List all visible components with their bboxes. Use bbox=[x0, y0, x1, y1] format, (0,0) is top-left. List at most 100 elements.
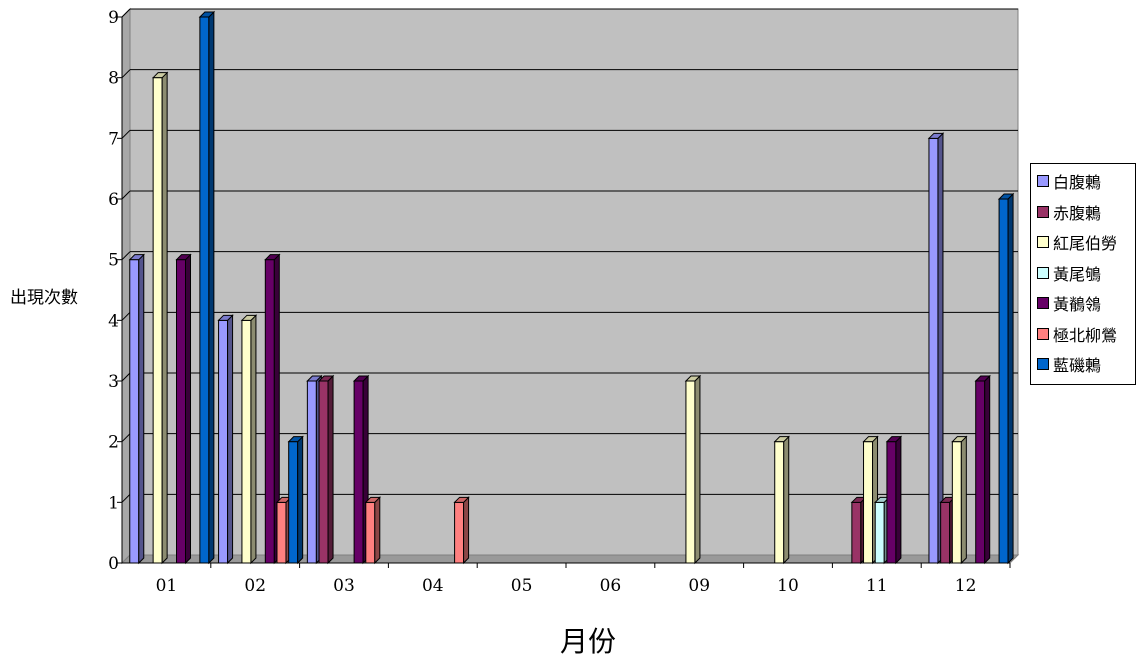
bar-front bbox=[998, 198, 1009, 564]
y-axis-label: 出現次數 bbox=[10, 288, 78, 308]
x-tick-label: 03 bbox=[333, 576, 355, 596]
gridline-side bbox=[121, 311, 131, 321]
y-tick-label: 5 bbox=[108, 251, 119, 271]
y-tick-label: 8 bbox=[108, 69, 119, 89]
legend-entry: 赤腹鶇 bbox=[1037, 197, 1131, 228]
bar bbox=[927, 132, 945, 565]
bar-front bbox=[199, 16, 210, 564]
bar-top bbox=[974, 375, 991, 382]
bar bbox=[128, 253, 145, 565]
bar-side bbox=[250, 314, 257, 565]
bar-front bbox=[874, 501, 885, 564]
bar-top bbox=[352, 375, 370, 382]
x-tick-label: 09 bbox=[688, 576, 710, 596]
legend-label: 極北柳鶯 bbox=[1053, 325, 1118, 345]
bar-front bbox=[152, 77, 163, 564]
legend-entry: 白腹鶇 bbox=[1037, 166, 1131, 197]
bar-front bbox=[863, 441, 874, 564]
y-tick-labels: 0 1 2 3 4 5 6 7 8 9 bbox=[108, 8, 119, 574]
bar-top bbox=[217, 314, 234, 321]
bar-top bbox=[287, 436, 304, 443]
bar-side bbox=[984, 374, 991, 565]
legend-swatch bbox=[1037, 297, 1049, 310]
bar-front bbox=[685, 380, 696, 564]
bar bbox=[453, 496, 470, 565]
x-tick-label: 10 bbox=[777, 576, 799, 596]
gridline-side bbox=[121, 69, 131, 79]
bar-front bbox=[365, 501, 376, 564]
x-axis-label: 月份 bbox=[559, 625, 616, 658]
bar-front bbox=[241, 319, 252, 564]
bar-side bbox=[161, 71, 168, 565]
bar bbox=[240, 314, 258, 565]
bar bbox=[317, 374, 335, 565]
bar-front bbox=[454, 501, 465, 564]
legend-swatch bbox=[1037, 266, 1049, 279]
bar-front bbox=[264, 259, 275, 564]
bar bbox=[217, 314, 234, 565]
bar-side bbox=[937, 132, 944, 565]
bar-top bbox=[240, 314, 258, 321]
legend-swatch bbox=[1037, 358, 1049, 371]
gridline-side bbox=[121, 8, 131, 18]
bar bbox=[352, 374, 370, 565]
bar-side bbox=[327, 374, 334, 565]
bar bbox=[175, 253, 192, 565]
bar-front bbox=[928, 137, 939, 564]
x-tick-label: 04 bbox=[422, 576, 444, 596]
bar-side bbox=[374, 496, 381, 565]
bars bbox=[128, 10, 1015, 565]
bar-front bbox=[218, 319, 229, 564]
bar-front bbox=[774, 441, 785, 564]
bar bbox=[151, 71, 169, 565]
bar-side bbox=[227, 314, 234, 565]
bar-side bbox=[185, 253, 192, 565]
bar-top bbox=[198, 11, 216, 18]
bar bbox=[287, 435, 304, 565]
bar bbox=[951, 435, 968, 565]
gridline-side bbox=[121, 493, 131, 503]
legend-label: 赤腹鶇 bbox=[1053, 203, 1102, 223]
legend-swatch bbox=[1037, 175, 1049, 188]
legend-swatch bbox=[1037, 205, 1049, 218]
bar-top bbox=[773, 436, 790, 443]
y-tick-label: 3 bbox=[108, 372, 119, 392]
back-wall bbox=[129, 8, 1019, 556]
bar bbox=[684, 374, 702, 565]
bar-front bbox=[975, 380, 986, 564]
bar-side bbox=[960, 435, 967, 565]
gridline-side bbox=[121, 372, 131, 382]
bar-front bbox=[318, 380, 329, 564]
bar-front bbox=[940, 501, 951, 564]
legend-entry: 藍磯鶇 bbox=[1037, 349, 1131, 380]
bar bbox=[773, 435, 790, 565]
legend-swatch bbox=[1037, 236, 1049, 249]
bar-top bbox=[453, 496, 470, 503]
legend-entry: 紅尾伯勞 bbox=[1037, 227, 1131, 258]
x-tick-labels: 01 02 03 04 05 06 09 10 11 12 bbox=[156, 576, 977, 596]
legend-label: 白腹鶇 bbox=[1053, 173, 1102, 193]
bar-front bbox=[306, 380, 317, 564]
bar-front bbox=[886, 441, 897, 564]
bar-side bbox=[1007, 192, 1014, 565]
gridline-side bbox=[121, 129, 131, 139]
bar-top bbox=[306, 375, 323, 382]
y-tick-label: 7 bbox=[108, 129, 119, 149]
bar-side bbox=[783, 435, 790, 565]
bar-top bbox=[927, 132, 945, 139]
bar-top bbox=[684, 375, 702, 382]
gridline-side bbox=[121, 433, 131, 443]
x-tick-label: 06 bbox=[600, 576, 622, 596]
bar-side bbox=[694, 374, 701, 565]
bar-front bbox=[276, 501, 287, 564]
bar-top bbox=[264, 254, 281, 261]
bar-side bbox=[895, 435, 902, 565]
bar bbox=[364, 496, 381, 565]
gridline-side bbox=[121, 251, 131, 261]
bar-top bbox=[317, 375, 335, 382]
bar-front bbox=[951, 441, 962, 564]
bar-front bbox=[129, 259, 140, 564]
bar bbox=[974, 374, 991, 565]
x-tick-label: 12 bbox=[955, 576, 977, 596]
legend-label: 藍磯鶇 bbox=[1053, 356, 1102, 376]
